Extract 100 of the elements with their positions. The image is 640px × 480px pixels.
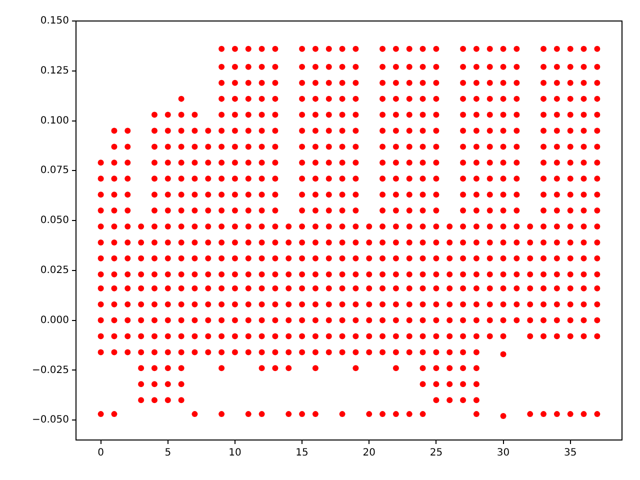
point xyxy=(500,176,506,182)
point xyxy=(594,333,600,340)
point xyxy=(567,96,574,102)
point xyxy=(258,224,265,230)
point xyxy=(594,80,600,86)
point xyxy=(326,176,332,182)
point xyxy=(500,239,506,246)
point xyxy=(272,224,278,230)
point xyxy=(339,128,346,134)
point xyxy=(339,176,346,182)
x-tick-label: 5 xyxy=(164,448,172,459)
point xyxy=(312,112,318,118)
point xyxy=(460,96,466,102)
point xyxy=(420,271,426,278)
point xyxy=(312,160,318,166)
point xyxy=(514,128,520,134)
point xyxy=(339,112,346,118)
point xyxy=(326,46,332,52)
point xyxy=(312,365,318,372)
point xyxy=(192,128,198,134)
point xyxy=(473,333,480,340)
point xyxy=(486,271,493,278)
point xyxy=(514,208,520,214)
point xyxy=(326,239,332,246)
point xyxy=(151,192,158,198)
point xyxy=(567,176,574,182)
point xyxy=(151,208,158,214)
point xyxy=(554,176,560,182)
point xyxy=(286,239,292,246)
point xyxy=(164,285,171,292)
point xyxy=(540,301,547,308)
point xyxy=(111,239,118,246)
point xyxy=(420,381,426,388)
point xyxy=(205,255,212,262)
point xyxy=(218,301,225,308)
point xyxy=(111,285,118,292)
point xyxy=(594,144,600,150)
point xyxy=(326,80,332,86)
point xyxy=(111,333,118,340)
point xyxy=(312,301,318,308)
point xyxy=(245,285,252,292)
point xyxy=(473,397,480,404)
point xyxy=(286,285,292,292)
point xyxy=(540,64,547,70)
point xyxy=(580,160,587,166)
point xyxy=(500,192,506,198)
point xyxy=(164,192,171,198)
point xyxy=(205,301,212,308)
point xyxy=(406,349,412,356)
point xyxy=(366,301,372,308)
point xyxy=(352,128,359,134)
point xyxy=(312,128,318,134)
point xyxy=(460,255,466,262)
point xyxy=(339,255,346,262)
point xyxy=(446,317,453,324)
point xyxy=(245,96,252,102)
point xyxy=(433,128,440,134)
y-tick-label: 0.050 xyxy=(40,215,69,226)
point xyxy=(580,46,587,52)
point xyxy=(151,301,158,308)
point xyxy=(392,365,399,372)
point xyxy=(339,64,346,70)
point xyxy=(406,333,412,340)
point xyxy=(567,192,574,198)
point xyxy=(486,80,493,86)
point xyxy=(124,208,131,214)
point xyxy=(205,160,212,166)
x-tick-label: 15 xyxy=(296,448,308,459)
point xyxy=(258,365,265,372)
point xyxy=(258,255,265,262)
point xyxy=(299,192,306,198)
point xyxy=(245,144,252,150)
point xyxy=(326,349,332,356)
point xyxy=(326,271,332,278)
point xyxy=(473,224,480,230)
point xyxy=(433,255,440,262)
point xyxy=(299,349,306,356)
point xyxy=(352,80,359,86)
y-tick-label: 0.125 xyxy=(40,65,69,76)
point xyxy=(460,208,466,214)
point xyxy=(245,411,252,418)
point xyxy=(299,317,306,324)
point xyxy=(339,80,346,86)
point xyxy=(433,239,440,246)
point xyxy=(580,144,587,150)
point xyxy=(420,224,426,230)
point xyxy=(232,96,238,102)
point xyxy=(366,411,372,418)
point xyxy=(205,176,212,182)
point xyxy=(473,64,480,70)
point xyxy=(98,239,104,246)
point xyxy=(500,144,506,150)
point xyxy=(554,224,560,230)
point xyxy=(312,333,318,340)
point xyxy=(580,301,587,308)
point xyxy=(500,64,506,70)
point xyxy=(594,411,600,418)
point xyxy=(178,397,184,404)
point xyxy=(567,64,574,70)
point xyxy=(218,411,225,418)
